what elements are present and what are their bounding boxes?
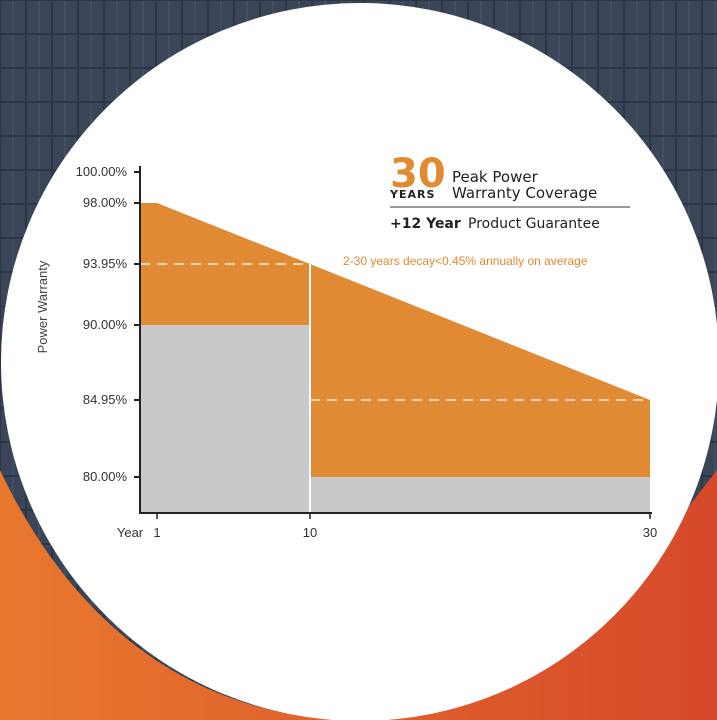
plot-area: 100.00% 98.00% 93.95% 90.00% 84.95% 80.00% 1 10… [76,164,658,540]
badge-number: 30 [390,151,446,197]
y-tick-label: 80.00% [83,469,128,484]
decay-annotation: 2-30 years decay<0.45% annually on avera… [343,254,588,268]
badge-years: YEARS [389,188,435,201]
guarantee-bold: +12 Year [390,216,461,232]
x-tick-label: 10 [303,525,317,540]
y-axis-label: Power Warranty [35,260,50,353]
y-tick-label: 93.95% [83,256,128,271]
badge-line1: Peak Power [452,168,539,186]
y-tick-label: 90.00% [83,317,128,332]
y-tick-label: 84.95% [83,392,128,407]
warranty-badge: 30 YEARS Peak Power Warranty Coverage +1… [343,151,630,268]
guarantee-text: Product Guarantee [468,216,600,232]
y-tick-label: 98.00% [83,195,128,210]
x-tick-label: 30 [643,525,657,540]
x-axis-prefix: Year [117,525,144,540]
x-tick-label: 1 [153,525,160,540]
series-standard-warranty [140,325,650,513]
y-tick-label: 100.00% [76,164,128,179]
badge-line2: Warranty Coverage [452,184,597,202]
